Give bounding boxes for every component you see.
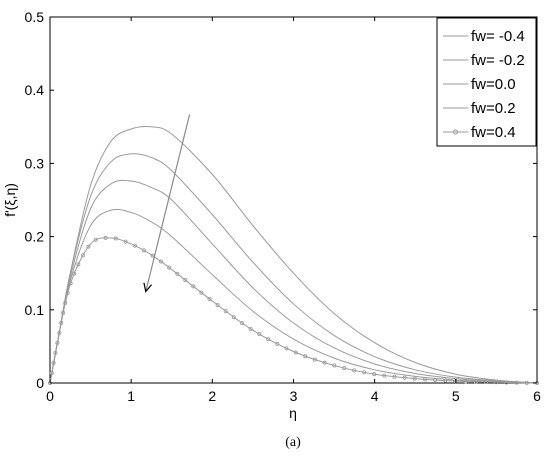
series-marker-5 <box>159 259 164 264</box>
series-marker-5 <box>293 350 298 355</box>
series-marker-5 <box>223 309 228 314</box>
series-marker-5 <box>59 320 64 325</box>
legend: fw= -0.4 fw= -0.2 fw=0.0 fw=0.2 fw=0.4 <box>436 17 537 147</box>
series-marker-5 <box>303 354 308 359</box>
series-line-3 <box>49 179 538 384</box>
series-marker-5 <box>382 373 387 378</box>
series-marker-5 <box>504 380 509 385</box>
series-marker-5 <box>215 302 220 307</box>
ticks-layer: 0 1 2 3 4 5 6 0 0.1 0.2 0.3 0.4 0.5 <box>25 9 542 404</box>
series-marker-5 <box>422 377 427 382</box>
series-marker-5 <box>484 380 489 385</box>
series-marker-5 <box>80 253 85 258</box>
y-tick-label: 0.4 <box>25 82 45 98</box>
legend-label: fw=0.4 <box>471 124 516 141</box>
series-marker-5 <box>191 284 196 289</box>
x-tick-label: 4 <box>371 388 379 404</box>
series-marker-5 <box>167 265 172 270</box>
series-marker-5 <box>86 244 91 249</box>
series-marker-5 <box>332 363 337 368</box>
series-marker-5 <box>433 378 438 383</box>
x-tick-label: 6 <box>533 388 541 404</box>
x-tick-label: 2 <box>208 388 216 404</box>
series-marker-5 <box>463 379 468 384</box>
series-marker-5 <box>266 337 271 342</box>
series-marker-5 <box>412 376 417 381</box>
series-marker-5 <box>113 236 118 241</box>
series-layer <box>48 125 540 385</box>
series-line-5 <box>49 237 538 384</box>
series-marker-5 <box>275 341 280 346</box>
series-marker-5 <box>494 380 499 385</box>
series-marker-5 <box>248 326 253 331</box>
legend-label: fw= -0.2 <box>471 52 525 69</box>
series-marker-5 <box>175 271 180 276</box>
x-axis-label: η <box>289 405 297 421</box>
x-tick-label: 5 <box>452 388 460 404</box>
series-marker-5 <box>123 239 128 244</box>
series-marker-5 <box>240 321 245 326</box>
series-marker-5 <box>402 375 407 380</box>
series-line-1 <box>49 125 538 384</box>
y-axis-label: f'(ξ,η) <box>2 183 18 217</box>
trend-arrow-head <box>143 282 152 293</box>
series-marker-5 <box>63 300 68 305</box>
y-tick-label: 0 <box>36 375 44 391</box>
series-marker-5 <box>257 332 262 337</box>
x-tick-label: 0 <box>46 388 54 404</box>
legend-box <box>436 17 537 147</box>
series-marker-5 <box>61 310 66 315</box>
series-marker-5 <box>76 262 81 267</box>
series-marker-5 <box>65 290 70 295</box>
series-marker-5 <box>49 370 54 375</box>
series-marker-5 <box>312 357 317 362</box>
series-marker-5 <box>372 372 377 377</box>
series-marker-5 <box>514 380 519 385</box>
figure-caption: (a) <box>285 435 301 450</box>
series-line-2 <box>49 153 538 384</box>
x-tick-label: 1 <box>127 388 135 404</box>
series-marker-5 <box>352 368 357 373</box>
series-marker-5 <box>132 243 137 248</box>
series-line-4 <box>49 208 538 384</box>
y-tick-label: 0.3 <box>25 155 45 171</box>
y-tick-label: 0.5 <box>25 9 45 25</box>
series-marker-5 <box>284 346 289 351</box>
trend-arrow-shaft <box>145 114 191 292</box>
series-marker-5 <box>103 235 108 240</box>
series-marker-5 <box>199 290 204 295</box>
series-marker-5 <box>443 378 448 383</box>
series-marker-5 <box>53 350 58 355</box>
legend-label: fw=0.2 <box>471 100 516 117</box>
legend-label: fw=0.0 <box>471 76 516 93</box>
x-tick-label: 3 <box>290 388 298 404</box>
y-tick-label: 0.2 <box>25 229 45 245</box>
series-marker-5 <box>68 281 73 286</box>
series-marker-5 <box>183 278 188 283</box>
series-marker-5 <box>57 330 62 335</box>
series-marker-5 <box>322 360 327 365</box>
annotation-layer <box>143 114 191 293</box>
series-marker-5 <box>392 374 397 379</box>
series-marker-5 <box>141 248 146 253</box>
series-marker-5 <box>524 380 529 385</box>
series-marker-5 <box>51 360 56 365</box>
legend-label: fw= -0.4 <box>471 28 525 45</box>
series-marker-5 <box>207 296 212 301</box>
series-marker-5 <box>473 379 478 384</box>
legend-marker <box>453 129 458 135</box>
series-marker-5 <box>362 370 367 375</box>
y-tick-label: 0.1 <box>25 302 45 318</box>
series-marker-5 <box>55 340 60 345</box>
series-marker-5 <box>231 315 236 320</box>
series-marker-5 <box>342 366 347 371</box>
series-marker-5 <box>72 271 77 276</box>
series-marker-5 <box>93 237 98 242</box>
